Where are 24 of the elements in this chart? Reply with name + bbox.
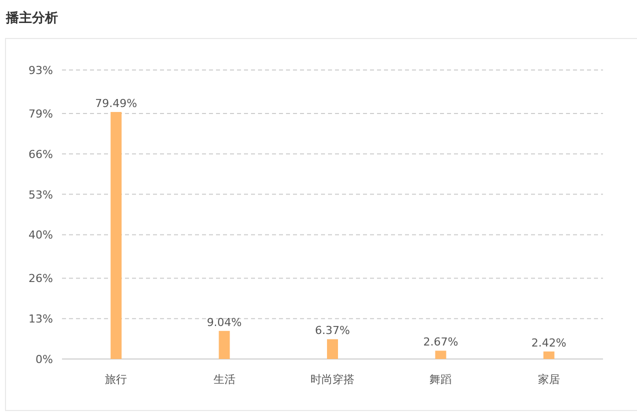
x-tick-label: 舞蹈 — [430, 373, 452, 386]
x-tick-label: 旅行 — [105, 373, 128, 386]
y-tick-label: 79% — [28, 108, 53, 121]
bar — [435, 350, 446, 359]
x-tick-label: 家居 — [538, 373, 560, 386]
data-label: 6.37% — [315, 324, 350, 338]
y-tick-label: 0% — [36, 353, 53, 366]
data-label: 79.49% — [95, 96, 138, 110]
y-tick-label: 66% — [28, 148, 53, 161]
y-tick-label: 53% — [28, 188, 53, 202]
y-tick-label: 13% — [28, 312, 53, 326]
bar — [543, 351, 554, 359]
bar — [327, 339, 338, 359]
data-label: 9.04% — [206, 316, 242, 329]
data-label: 2.67% — [423, 336, 458, 349]
y-tick-label: 40% — [28, 228, 53, 242]
x-tick-label: 生活 — [213, 373, 236, 386]
y-tick-label: 26% — [28, 272, 53, 286]
chart-title: 播主分析 — [5, 10, 58, 26]
data-label: 2.42% — [531, 336, 566, 350]
y-tick-label: 93% — [28, 64, 53, 77]
x-tick-label: 时尚穿搭 — [310, 373, 354, 386]
bar — [110, 112, 122, 359]
bar — [218, 330, 230, 359]
